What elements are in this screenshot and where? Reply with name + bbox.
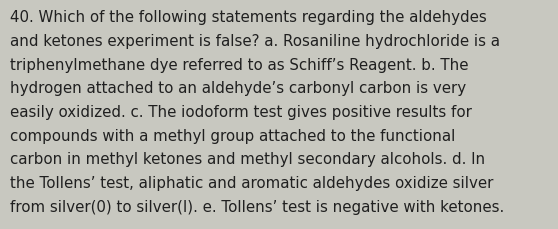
Text: carbon in methyl ketones and methyl secondary alcohols. d. In: carbon in methyl ketones and methyl seco… bbox=[10, 152, 485, 167]
Text: the Tollens’ test, aliphatic and aromatic aldehydes oxidize silver: the Tollens’ test, aliphatic and aromati… bbox=[10, 175, 493, 190]
Text: triphenylmethane dye referred to as Schiff’s Reagent. b. The: triphenylmethane dye referred to as Schi… bbox=[10, 57, 469, 72]
Text: and ketones experiment is false? a. Rosaniline hydrochloride is a: and ketones experiment is false? a. Rosa… bbox=[10, 34, 500, 49]
Text: compounds with a methyl group attached to the functional: compounds with a methyl group attached t… bbox=[10, 128, 455, 143]
Text: easily oxidized. c. The iodoform test gives positive results for: easily oxidized. c. The iodoform test gi… bbox=[10, 105, 472, 120]
Text: hydrogen attached to an aldehyde’s carbonyl carbon is very: hydrogen attached to an aldehyde’s carbo… bbox=[10, 81, 466, 96]
Text: from silver(0) to silver(I). e. Tollens’ test is negative with ketones.: from silver(0) to silver(I). e. Tollens’… bbox=[10, 199, 504, 214]
Text: 40. Which of the following statements regarding the aldehydes: 40. Which of the following statements re… bbox=[10, 10, 487, 25]
